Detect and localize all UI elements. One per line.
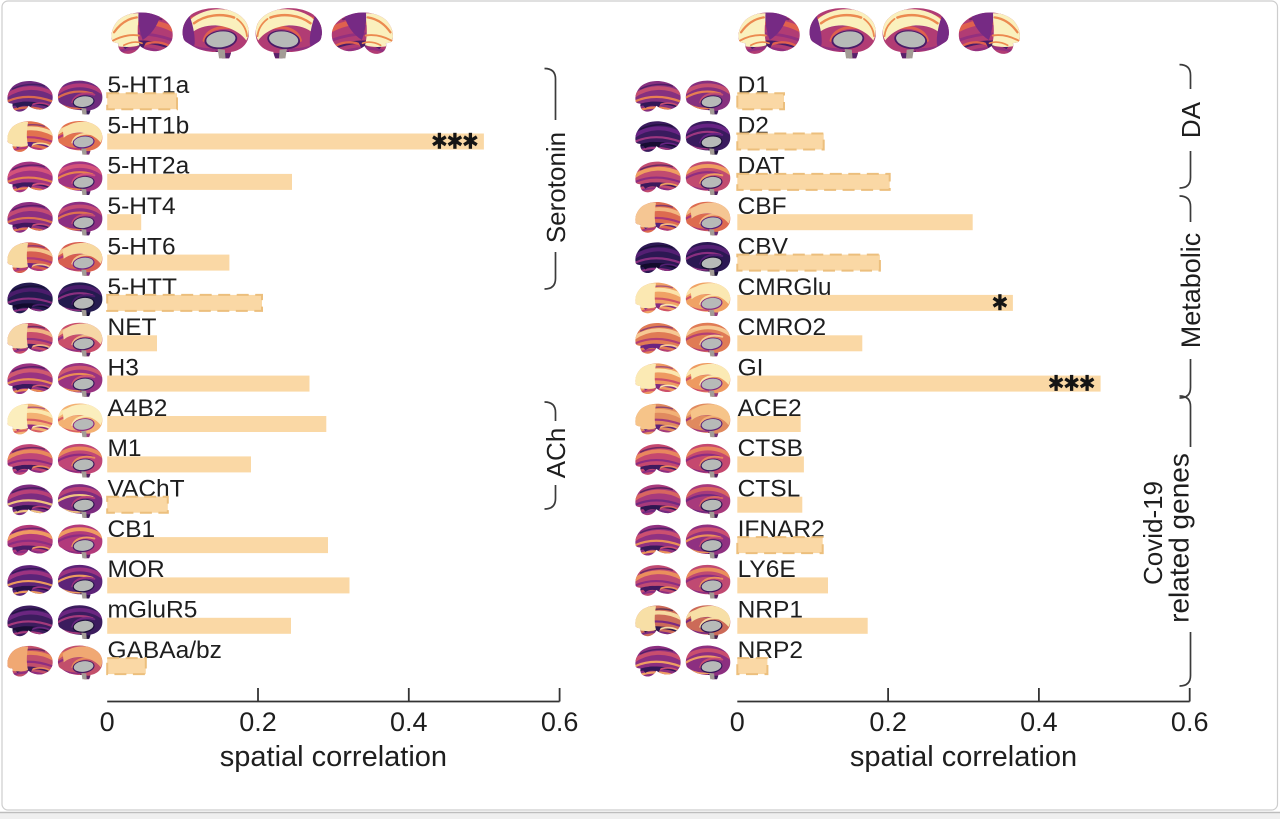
svg-text:0: 0: [730, 707, 745, 737]
svg-text:0.4: 0.4: [390, 707, 428, 737]
svg-text:DA: DA: [1176, 101, 1206, 138]
svg-text:Covid-19: Covid-19: [1138, 481, 1168, 585]
svg-text:0: 0: [100, 707, 115, 737]
svg-text:ACh: ACh: [541, 428, 571, 479]
svg-text:Metabolic: Metabolic: [1176, 233, 1206, 349]
svg-text:spatial correlation: spatial correlation: [850, 741, 1077, 773]
svg-text:0.6: 0.6: [1171, 707, 1209, 737]
svg-text:0.2: 0.2: [239, 707, 277, 737]
svg-text:spatial correlation: spatial correlation: [220, 741, 447, 773]
svg-text:Serotonin: Serotonin: [541, 132, 571, 243]
svg-text:0.4: 0.4: [1020, 707, 1058, 737]
svg-text:related genes: related genes: [1164, 453, 1195, 623]
svg-text:0.6: 0.6: [541, 707, 579, 737]
svg-text:0.2: 0.2: [869, 707, 907, 737]
